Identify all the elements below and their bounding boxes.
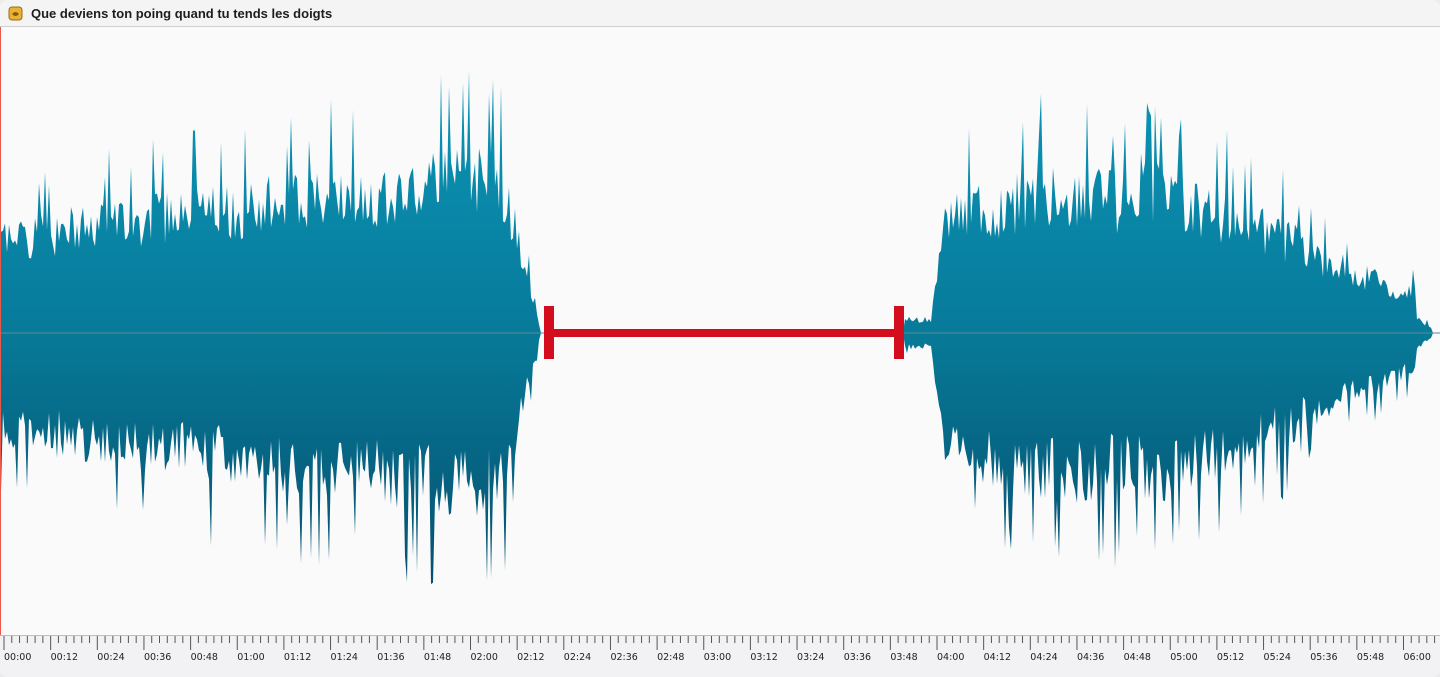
ruler-tick-label: 04:00 (937, 652, 964, 663)
waveform-top-channel (1, 70, 1440, 333)
ruler-tick-label: 01:12 (284, 652, 311, 663)
ruler-tick-label: 05:24 (1264, 652, 1291, 663)
selection-end-handle[interactable] (894, 306, 904, 359)
ruler-graphic: 00:00 00:12 00:24 00:36 00:48 01:00 01:12 01:24… (3, 636, 1436, 663)
ruler-tick-label: 02:00 (471, 652, 498, 663)
time-ruler[interactable]: 00:00 00:12 00:24 00:36 00:48 01:00 01:12 01:24… (0, 635, 1440, 677)
ruler-tick-label: 00:36 (144, 652, 171, 663)
selection-bar (547, 329, 900, 337)
ruler-tick-label: 04:24 (1030, 652, 1057, 663)
silence-selection[interactable] (544, 306, 904, 359)
title-bar[interactable]: Que deviens ton poing quand tu tends les… (0, 0, 1440, 27)
ruler-tick-label: 05:36 (1310, 652, 1337, 663)
ruler-tick-label: 03:36 (844, 652, 871, 663)
ruler-tick-label: 05:00 (1170, 652, 1197, 663)
ruler-tick-label: 01:48 (424, 652, 451, 663)
waveform-view[interactable] (0, 27, 1440, 635)
ruler-tick-label: 01:24 (331, 652, 358, 663)
ruler-tick-label: 04:12 (984, 652, 1011, 663)
ruler-tick-label: 02:48 (657, 652, 684, 663)
ruler-tick-label: 00:12 (51, 652, 78, 663)
waveform-graphic[interactable] (1, 27, 1440, 635)
ruler-tick-label: 04:48 (1124, 652, 1151, 663)
ruler-tick-label: 02:24 (564, 652, 591, 663)
ruler-tick-label: 03:12 (750, 652, 777, 663)
ruler-tick-label: 01:00 (237, 652, 264, 663)
ruler-tick-label: 03:48 (890, 652, 917, 663)
ruler-tick-label: 00:00 (4, 652, 31, 663)
window-title: Que deviens ton poing quand tu tends les… (31, 5, 333, 21)
selection-start-handle[interactable] (544, 306, 554, 359)
ruler-tick-label: 05:12 (1217, 652, 1244, 663)
ruler-tick-label: 03:24 (797, 652, 824, 663)
ruler-tick-label: 02:12 (517, 652, 544, 663)
ruler-tick-label: 05:48 (1357, 652, 1384, 663)
ruler-tick-label: 02:36 (610, 652, 637, 663)
ruler-tick-label: 04:36 (1077, 652, 1104, 663)
ruler-tick-label: 03:00 (704, 652, 731, 663)
ruler-tick-label: 01:36 (377, 652, 404, 663)
ruler-tick-label: 06:00 (1404, 652, 1431, 663)
ruler-tick-label: 00:24 (97, 652, 124, 663)
waveform-bottom-channel (1, 333, 1440, 585)
document-icon (8, 6, 23, 21)
ruler-tick-label: 00:48 (191, 652, 218, 663)
